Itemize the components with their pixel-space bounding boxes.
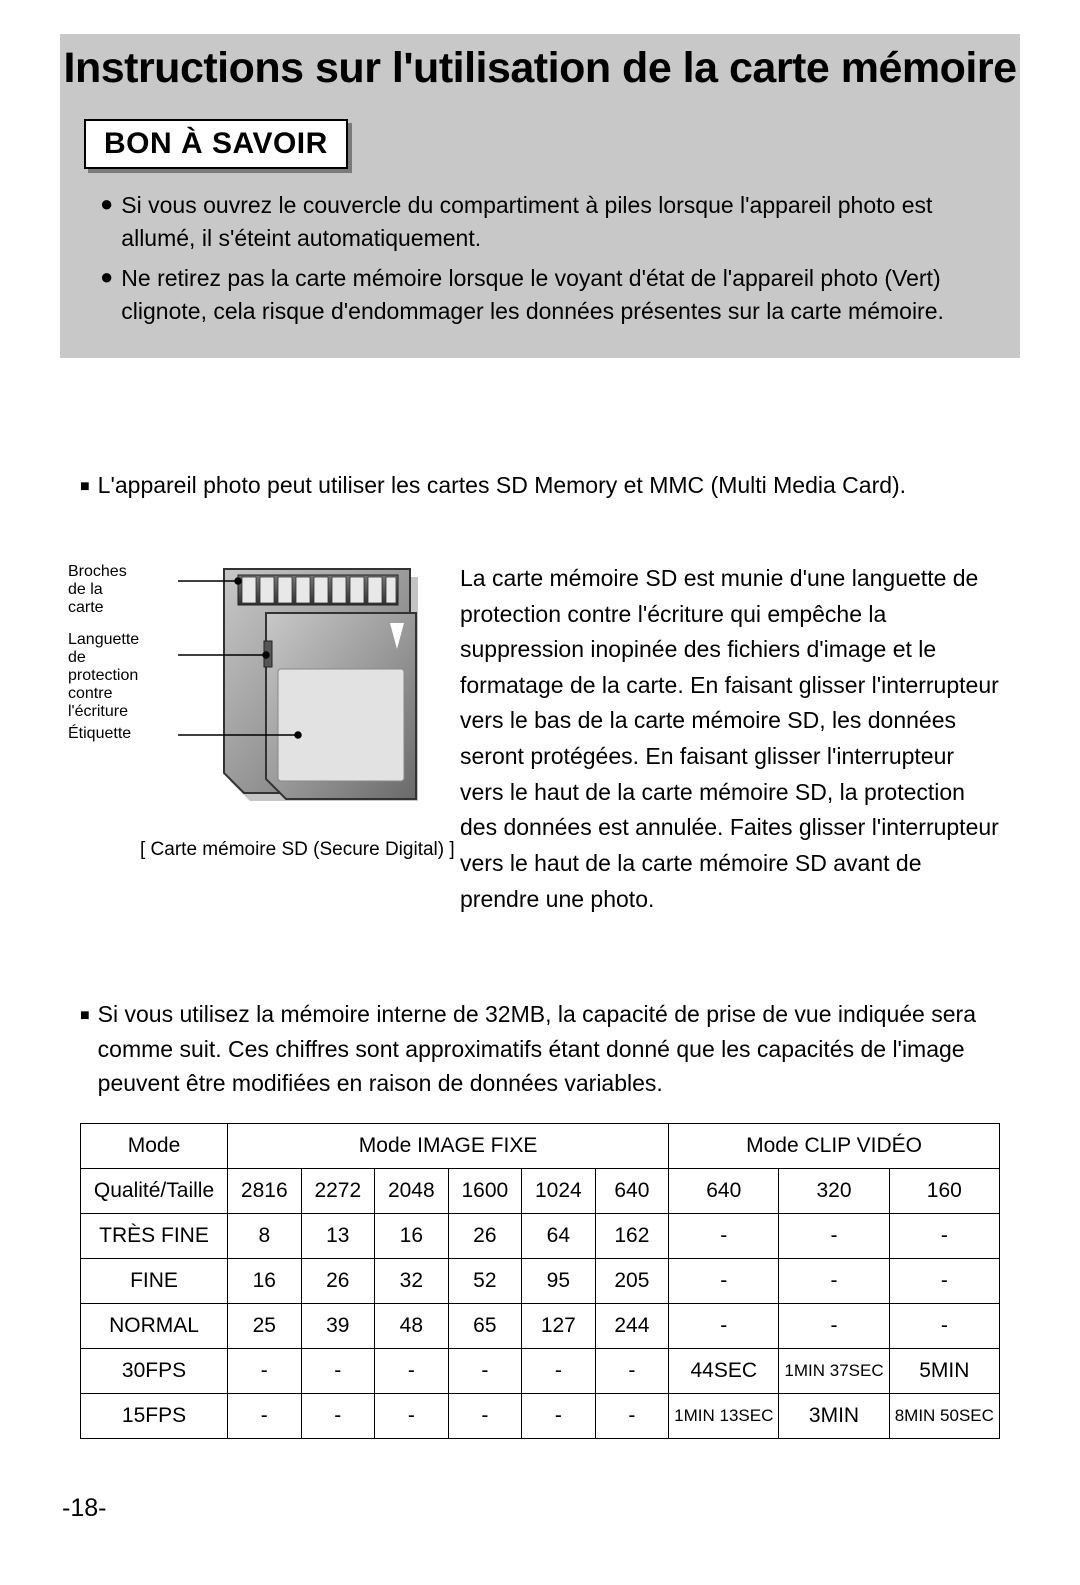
sd-label-sticker: Étiquette <box>68 725 178 743</box>
table-cell: FINE <box>81 1258 228 1303</box>
table-cell: 13 <box>301 1213 375 1258</box>
table-cell: - <box>779 1303 889 1348</box>
table-cell: - <box>522 1348 596 1393</box>
table-cell: 3MIN <box>779 1393 889 1438</box>
sd-label-pins: Broches de la carte <box>68 563 178 617</box>
table-cell: 26 <box>448 1213 522 1258</box>
sd-caption: [ Carte mémoire SD (Secure Digital) ] <box>80 839 460 861</box>
table-row: 30FPS - - - - - - 44SEC 1MIN 37SEC 5MIN <box>81 1348 1000 1393</box>
table-cell: 2272 <box>301 1168 375 1213</box>
table-cell: 16 <box>375 1213 449 1258</box>
tip-text: Ne retirez pas la carte mémoire lorsque … <box>121 262 980 329</box>
tip-item: ● Si vous ouvrez le couvercle du compart… <box>100 189 980 256</box>
tip-item: ● Ne retirez pas la carte mémoire lorsqu… <box>100 262 980 329</box>
table-cell: 32 <box>375 1258 449 1303</box>
table-cell: - <box>375 1348 449 1393</box>
callout-wrap: BON À SAVOIR <box>84 119 1020 169</box>
callout-label: BON À SAVOIR <box>84 119 348 169</box>
table-cell: - <box>228 1393 302 1438</box>
table-cell: 162 <box>595 1213 669 1258</box>
table-cell: 640 <box>595 1168 669 1213</box>
bullet-icon: ● <box>100 189 113 219</box>
table-cell: 244 <box>595 1303 669 1348</box>
table-cell: - <box>889 1213 999 1258</box>
sd-diagram: Broches de la carte Languette de protect… <box>80 559 460 861</box>
table-cell: - <box>375 1393 449 1438</box>
table-cell: 127 <box>522 1303 596 1348</box>
table-header: Mode <box>81 1123 228 1168</box>
table-cell: 64 <box>522 1213 596 1258</box>
table-cell: 640 <box>669 1168 779 1213</box>
table-cell: 1024 <box>522 1168 596 1213</box>
table-header: Mode IMAGE FIXE <box>228 1123 669 1168</box>
capacity-table: Mode Mode IMAGE FIXE Mode CLIP VIDÉO Qua… <box>80 1123 1000 1439</box>
table-cell: Qualité/Taille <box>81 1168 228 1213</box>
paragraph: ■ Si vous utilisez la mémoire interne de… <box>80 997 1000 1101</box>
table-cell: 205 <box>595 1258 669 1303</box>
table-row: Mode Mode IMAGE FIXE Mode CLIP VIDÉO <box>81 1123 1000 1168</box>
table-cell: 1MIN 37SEC <box>779 1348 889 1393</box>
table-cell: NORMAL <box>81 1303 228 1348</box>
table-cell: 320 <box>779 1168 889 1213</box>
tips-list: ● Si vous ouvrez le couvercle du compart… <box>60 169 1020 328</box>
table-cell: TRÈS FINE <box>81 1213 228 1258</box>
tips-panel: Instructions sur l'utilisation de la car… <box>60 34 1020 358</box>
table-cell: 44SEC <box>669 1348 779 1393</box>
page-number: -18- <box>62 1494 106 1523</box>
table-cell: - <box>595 1393 669 1438</box>
paragraph-text: L'appareil photo peut utiliser les carte… <box>98 468 906 503</box>
table-row: NORMAL 25 39 48 65 127 244 - - - <box>81 1303 1000 1348</box>
table-cell: 65 <box>448 1303 522 1348</box>
table-cell: - <box>669 1213 779 1258</box>
table-cell: 15FPS <box>81 1393 228 1438</box>
table-header: Mode CLIP VIDÉO <box>669 1123 1000 1168</box>
table-cell: - <box>779 1213 889 1258</box>
sd-description: La carte mémoire SD est munie d'une lang… <box>460 559 1000 917</box>
table-cell: - <box>228 1348 302 1393</box>
sd-diagram-row: Broches de la carte Languette de protect… <box>80 559 1000 917</box>
table-row: FINE 16 26 32 52 95 205 - - - <box>81 1258 1000 1303</box>
table-cell: 48 <box>375 1303 449 1348</box>
table-cell: 39 <box>301 1303 375 1348</box>
table-cell: 2816 <box>228 1168 302 1213</box>
table-cell: - <box>301 1348 375 1393</box>
table-cell: - <box>889 1303 999 1348</box>
table-cell: 1600 <box>448 1168 522 1213</box>
table-cell: - <box>448 1348 522 1393</box>
table-cell: 16 <box>228 1258 302 1303</box>
table-cell: - <box>779 1258 889 1303</box>
table-cell: 1MIN 13SEC <box>669 1393 779 1438</box>
table-cell: 8 <box>228 1213 302 1258</box>
table-cell: 52 <box>448 1258 522 1303</box>
table-cell: 25 <box>228 1303 302 1348</box>
paragraph-text: Si vous utilisez la mémoire interne de 3… <box>98 997 1000 1101</box>
table-cell: - <box>522 1393 596 1438</box>
table-cell: 8MIN 50SEC <box>889 1393 999 1438</box>
table-row: 15FPS - - - - - - 1MIN 13SEC 3MIN 8MIN 5… <box>81 1393 1000 1438</box>
table-row: TRÈS FINE 8 13 16 26 64 162 - - - <box>81 1213 1000 1258</box>
table-cell: 30FPS <box>81 1348 228 1393</box>
table-cell: 160 <box>889 1168 999 1213</box>
table-cell: - <box>448 1393 522 1438</box>
table-cell: - <box>301 1393 375 1438</box>
table-cell: - <box>669 1258 779 1303</box>
document-page: Instructions sur l'utilisation de la car… <box>0 0 1080 1585</box>
table-cell: 26 <box>301 1258 375 1303</box>
table-cell: - <box>889 1258 999 1303</box>
table-cell: 95 <box>522 1258 596 1303</box>
table-row: Qualité/Taille 2816 2272 2048 1600 1024 … <box>81 1168 1000 1213</box>
square-bullet-icon: ■ <box>80 475 90 499</box>
bullet-icon: ● <box>100 262 113 292</box>
tip-text: Si vous ouvrez le couvercle du compartim… <box>121 189 980 256</box>
table-cell: - <box>669 1303 779 1348</box>
table-cell: - <box>595 1348 669 1393</box>
body-content: ■ L'appareil photo peut utiliser les car… <box>60 468 1020 1438</box>
table-cell: 2048 <box>375 1168 449 1213</box>
paragraph: ■ L'appareil photo peut utiliser les car… <box>80 468 1000 503</box>
square-bullet-icon: ■ <box>80 1004 90 1028</box>
table-cell: 5MIN <box>889 1348 999 1393</box>
sd-label-lock: Languette de protection contre l'écritur… <box>68 631 178 721</box>
page-title: Instructions sur l'utilisation de la car… <box>60 34 1020 119</box>
